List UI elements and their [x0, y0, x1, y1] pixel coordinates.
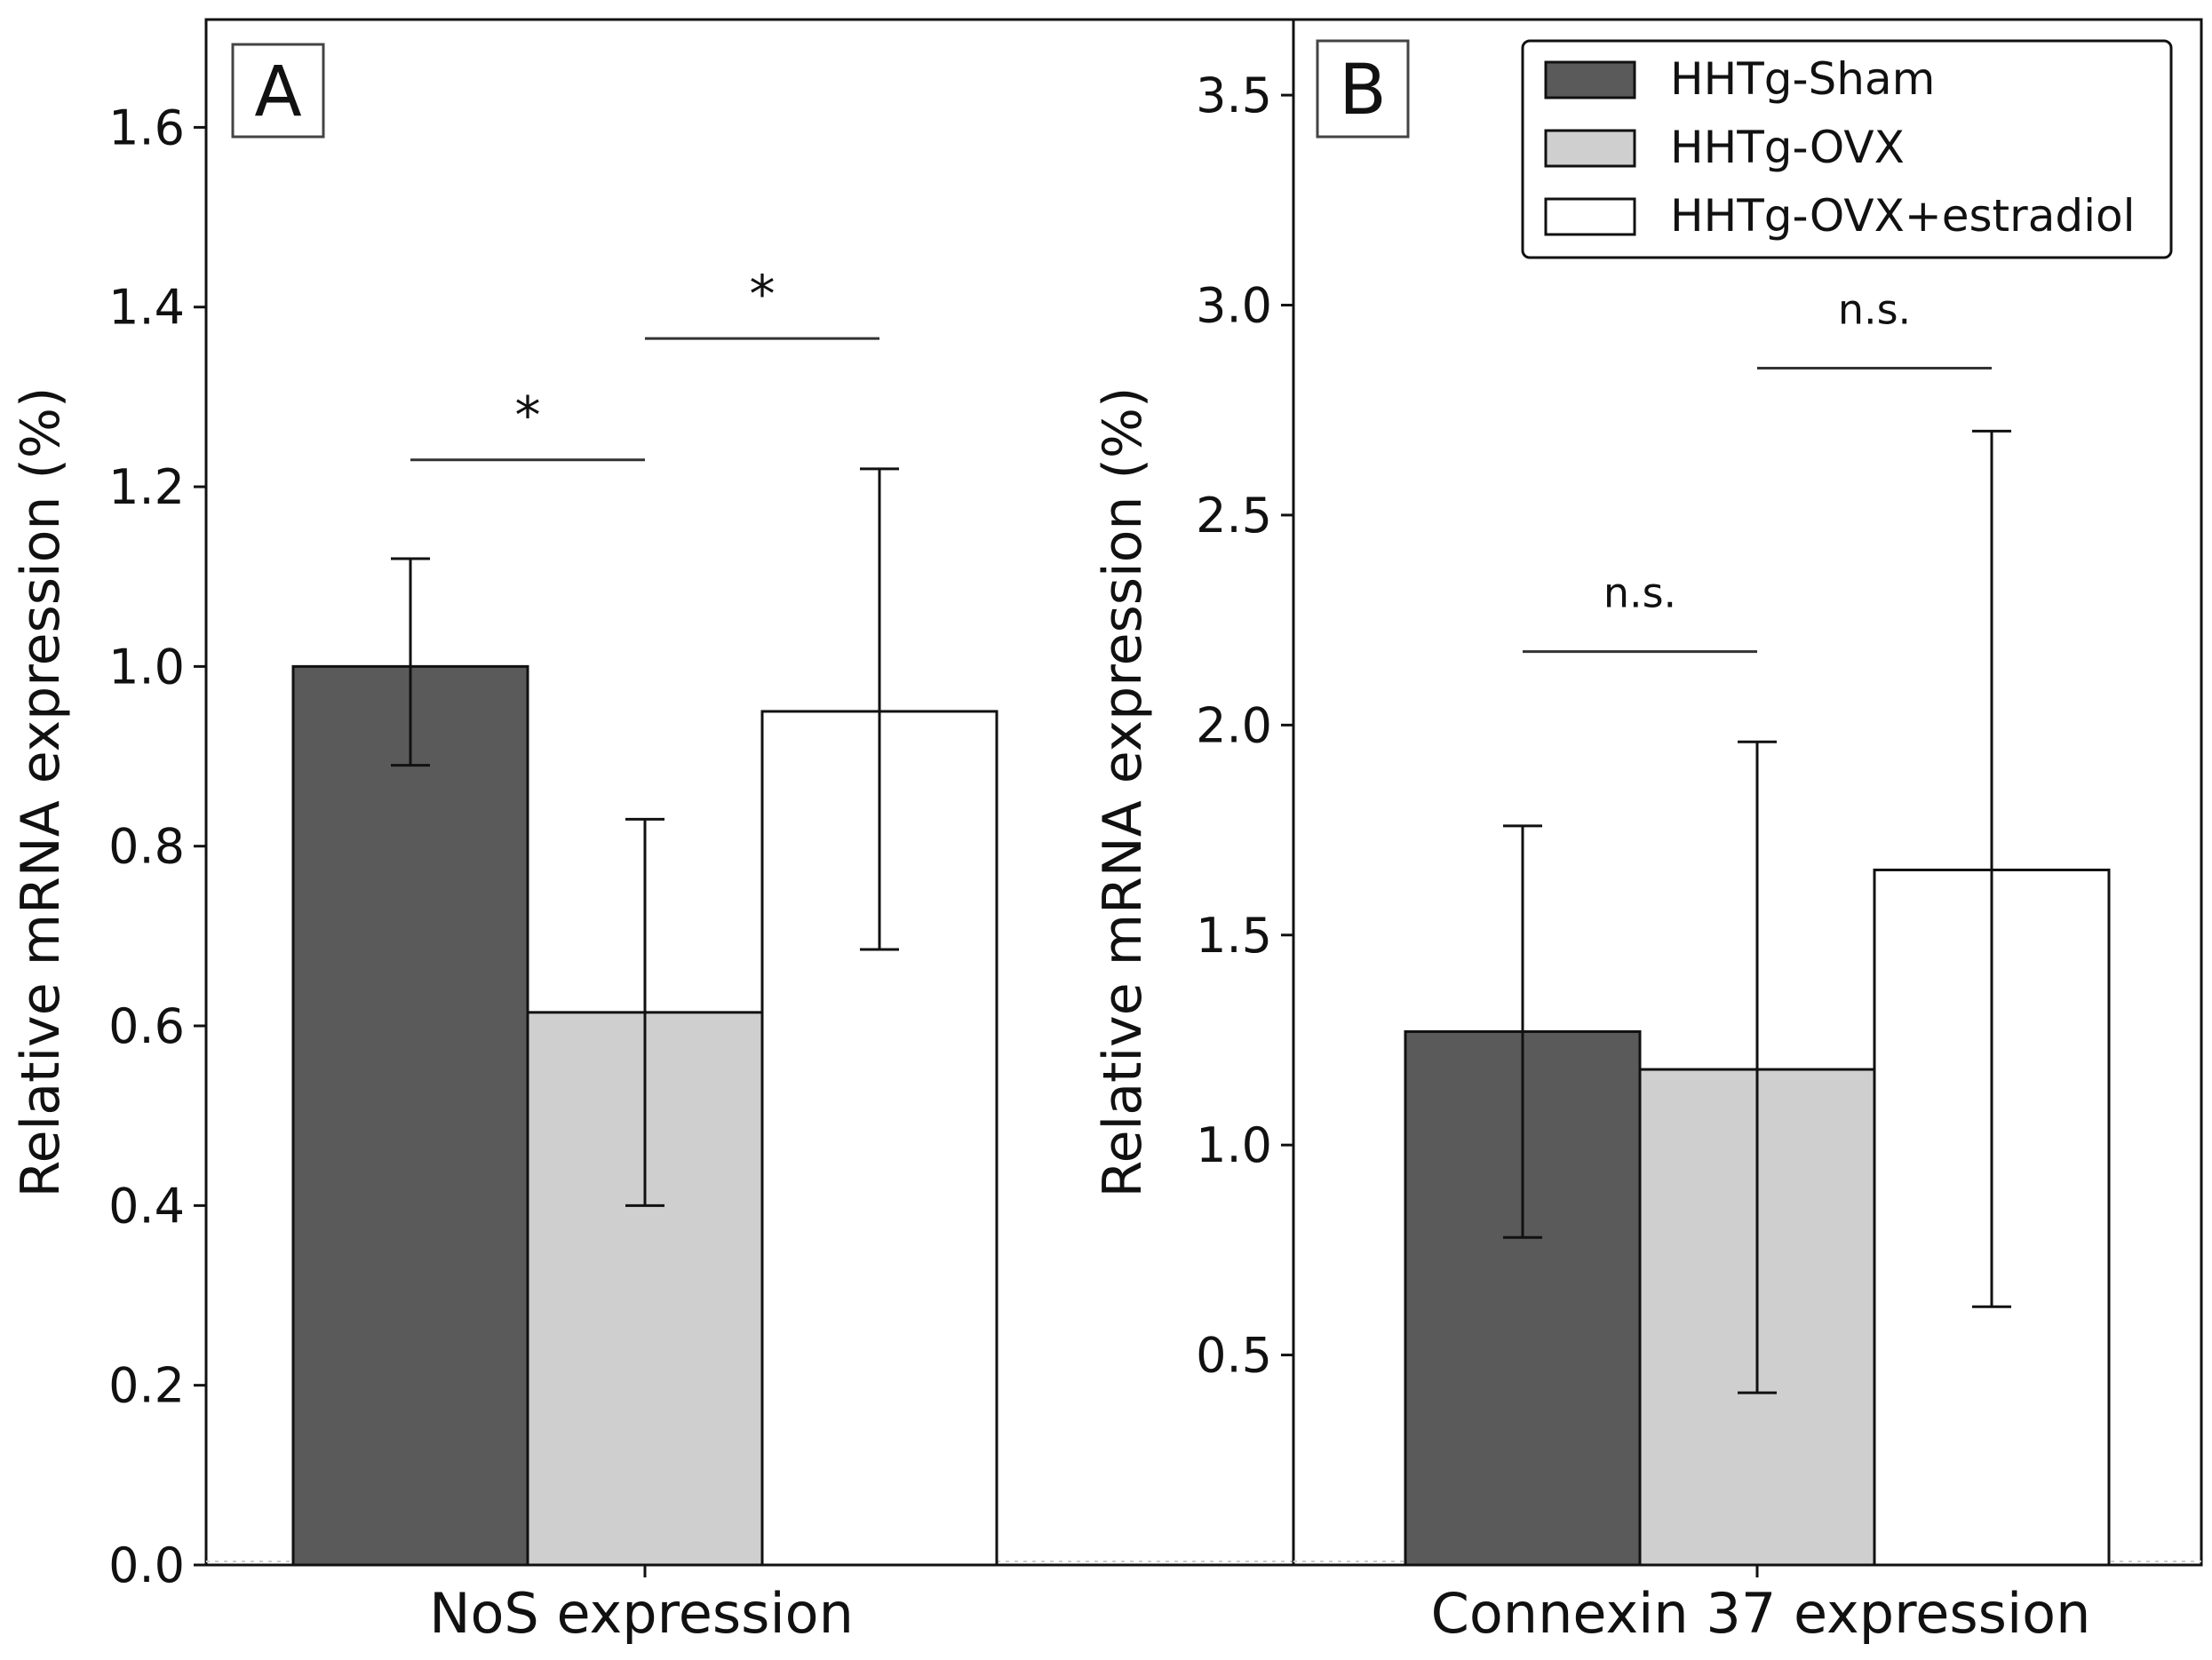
significance-label: * [515, 385, 541, 446]
y-tick-label: 0.2 [108, 1358, 185, 1414]
panel-b-y-axis-label: Relative mRNA expression (%) [1092, 387, 1154, 1198]
y-tick-label: 2.5 [1196, 488, 1272, 544]
y-tick-label: 1.5 [1196, 908, 1272, 964]
legend-label-hhtg-ovx: HHTg-OVX [1670, 122, 1905, 173]
significance-label: * [750, 264, 776, 324]
panel-b-plot: n.s. n.s. 0.5 1.0 1.5 2.0 2.5 3.0 3.5 Relative … [1092, 18, 2203, 1646]
y-tick-label: 1.2 [108, 459, 185, 515]
panel-a-letter-box [231, 43, 325, 139]
y-tick-label: 0.6 [108, 998, 185, 1054]
y-tick-label: 1.0 [108, 639, 185, 695]
y-tick-label: 1.4 [108, 280, 185, 336]
panel-b-letter-box [1316, 39, 1410, 139]
y-tick-label: 1.0 [1196, 1117, 1272, 1173]
panel-b-x-category-label: Connexin 37 expression [1431, 1581, 2091, 1646]
panel-a-y-axis-label: Relative mRNA expression (%) [10, 387, 72, 1198]
panel-a-letter: A [254, 52, 301, 132]
y-tick-label: 3.5 [1196, 68, 1272, 123]
legend-swatch-hhtg-sham [1544, 60, 1636, 99]
panel-b-letter: B [1339, 51, 1387, 131]
y-tick-label: 3.0 [1196, 278, 1272, 334]
significance-label: n.s. [1838, 285, 1911, 333]
y-tick-label: 0.0 [108, 1537, 185, 1593]
significance-label: n.s. [1603, 569, 1676, 617]
legend-swatch-hhtg-ovx [1544, 129, 1636, 168]
y-tick-label: 0.5 [1196, 1328, 1272, 1384]
legend-frame [1521, 39, 2173, 259]
y-tick-label: 2.0 [1196, 697, 1272, 753]
legend-label-hhtg-sham: HHTg-Sham [1670, 53, 1935, 105]
y-tick-label: 0.4 [108, 1178, 185, 1234]
y-tick-label: 1.6 [108, 99, 185, 155]
panel-a-x-category-label: NoS expression [429, 1581, 854, 1646]
bar-hhtg-sham [291, 664, 529, 1567]
legend-swatch-hhtg-ovx-estradiol [1544, 197, 1636, 236]
legend-label-hhtg-ovx-estradiol: HHTg-OVX+estradiol [1670, 190, 2135, 242]
y-tick-label: 0.8 [108, 819, 185, 875]
panel-a-plot: * * 0.0 0.2 0.4 0.6 0.8 1.0 1.2 1.4 1.6 Relative … [10, 18, 1295, 1646]
legend: HHTg-Sham HHTg-OVX HHTg-OVX+estradiol [1521, 39, 2173, 259]
